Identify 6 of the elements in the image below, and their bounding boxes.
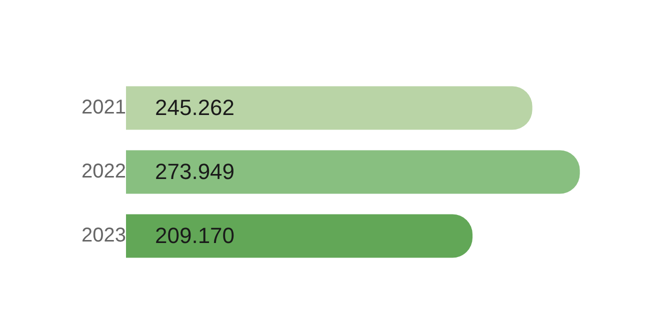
y-tick-label: 2022	[82, 160, 126, 183]
data-label: 273.949	[155, 159, 235, 184]
data-label: 209.170	[155, 223, 235, 248]
y-tick-label: 2021	[82, 96, 126, 119]
y-tick-label: 2023	[82, 224, 126, 247]
data-label: 245.262	[155, 95, 235, 120]
